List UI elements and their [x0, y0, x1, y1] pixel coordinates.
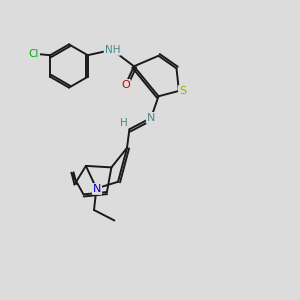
- Text: S: S: [179, 86, 186, 96]
- Text: Cl: Cl: [28, 49, 39, 59]
- Text: H: H: [120, 118, 128, 128]
- Text: N: N: [93, 184, 101, 194]
- Text: O: O: [121, 80, 130, 90]
- Text: N: N: [147, 113, 155, 123]
- Text: NH: NH: [105, 45, 120, 55]
